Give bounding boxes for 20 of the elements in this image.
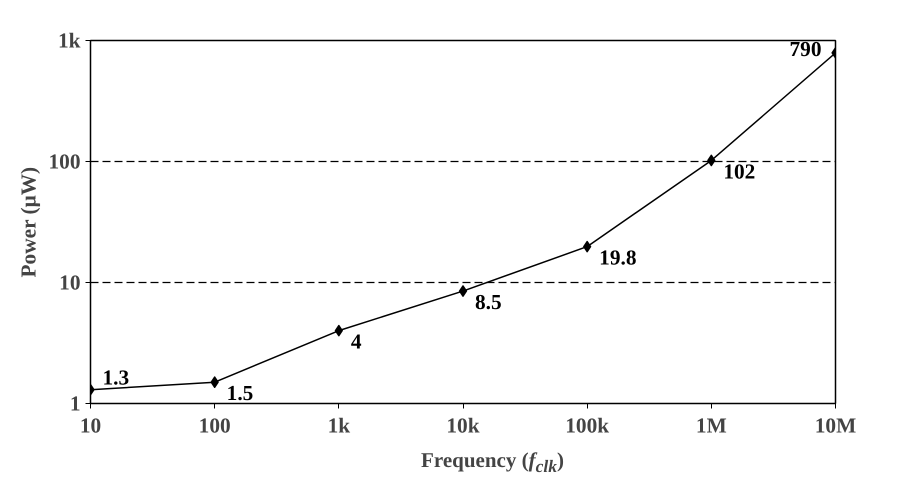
x-tick-label: 10k bbox=[446, 414, 480, 438]
y-tick-label: 1 bbox=[70, 392, 81, 416]
data-label: 4 bbox=[350, 330, 362, 354]
x-tick-label: 10M bbox=[814, 414, 856, 438]
x-tick-label: 100 bbox=[198, 414, 231, 438]
data-label: 790 bbox=[790, 36, 822, 61]
y-tick-label: 1k bbox=[58, 28, 81, 52]
data-label: 1.3 bbox=[102, 366, 130, 390]
data-label: 1.5 bbox=[226, 381, 254, 406]
y-tick-label: 100 bbox=[48, 150, 81, 174]
data-label: 102 bbox=[723, 159, 756, 184]
x-tick-label: 10 bbox=[80, 414, 102, 438]
data-label: 8.5 bbox=[475, 290, 502, 314]
x-tick-label: 1M bbox=[696, 414, 727, 438]
y-tick-label: 10 bbox=[59, 270, 80, 294]
y-axis-title: Power (μW) bbox=[16, 166, 41, 278]
x-tick-label: 100k bbox=[565, 414, 610, 438]
data-label: 19.8 bbox=[599, 246, 636, 270]
x-tick-label: 1k bbox=[328, 414, 350, 438]
x-axis-title: Frequency (f$_{clk}$) bbox=[421, 447, 564, 478]
